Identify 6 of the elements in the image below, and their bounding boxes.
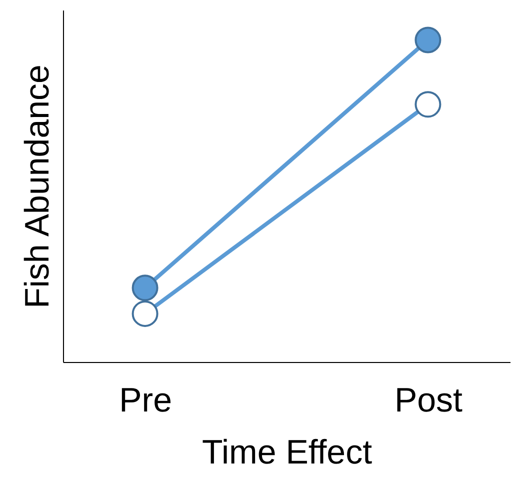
x-tick-label: Post [394,382,464,420]
x-axis-title: Time Effect [202,434,373,472]
y-axis-title: Fish Abundance [18,64,56,308]
x-tick-label: Pre [119,382,172,420]
point [414,26,442,54]
point [132,274,158,302]
